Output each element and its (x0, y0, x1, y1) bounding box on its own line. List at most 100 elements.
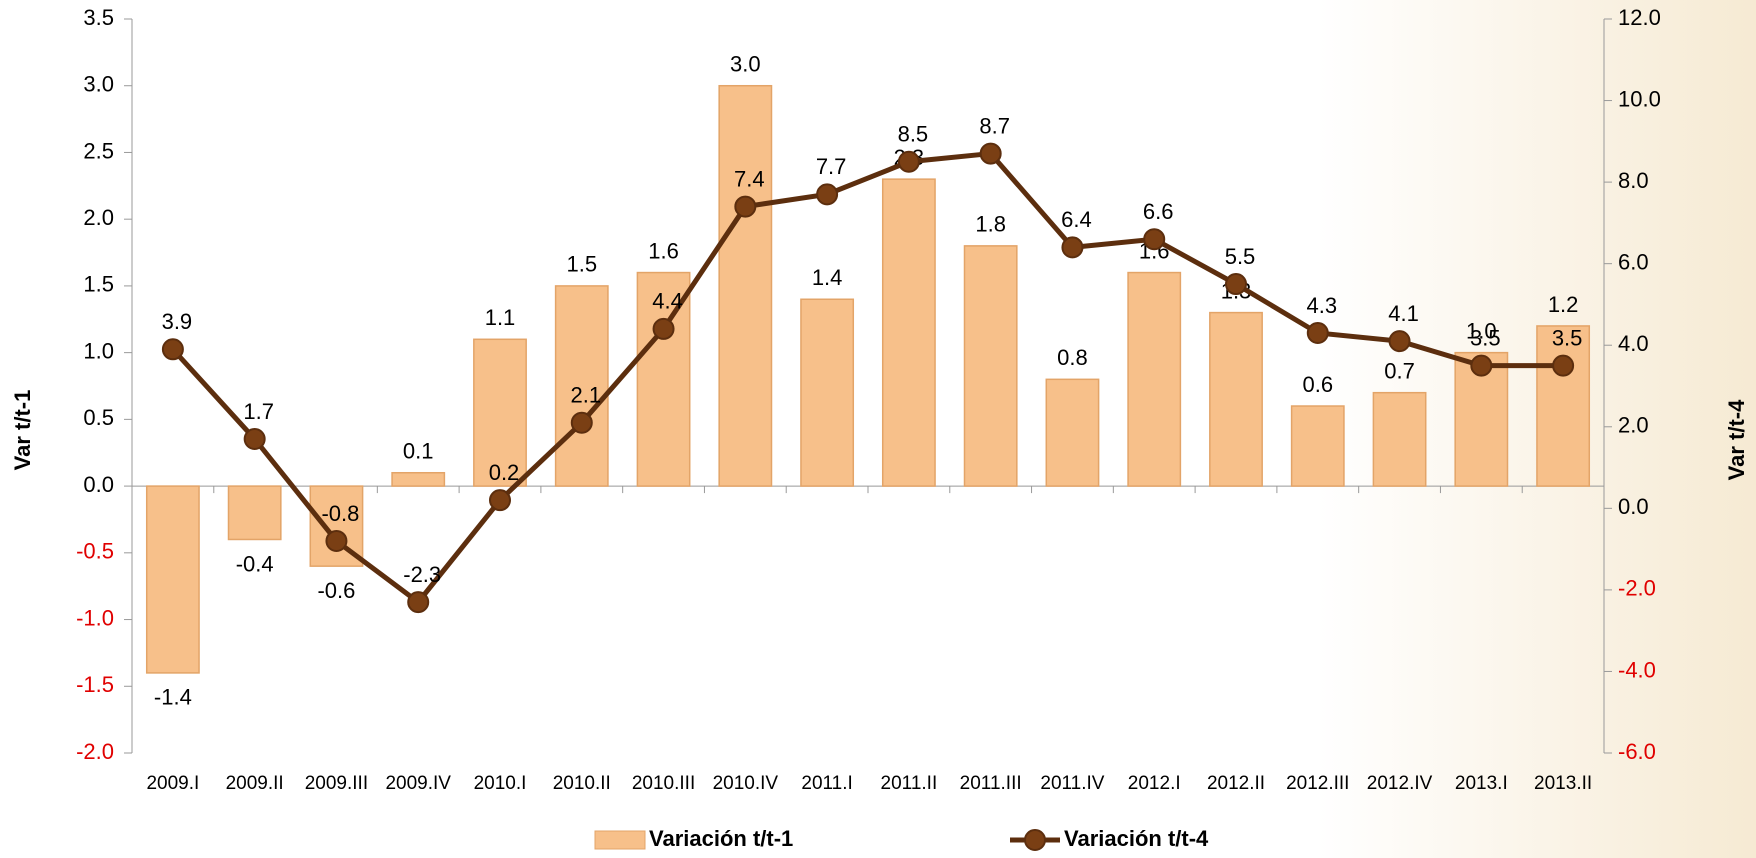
bar-label: -1.4 (154, 685, 192, 710)
y-tick-label: 0.5 (83, 405, 114, 430)
bar-label: 1.5 (566, 252, 597, 277)
line-marker (1061, 236, 1084, 259)
line (171, 150, 1564, 606)
line-marker (1306, 321, 1329, 344)
x-tick-label: 2013.I (1455, 773, 1508, 794)
y-tick-label: 2.0 (83, 205, 114, 230)
x-tick-label: 2009.II (226, 773, 284, 794)
line-marker (1470, 354, 1493, 377)
y2-axis-title: Var t/t-4 (1724, 399, 1749, 480)
x-tick-label: 2013.II (1534, 773, 1592, 794)
bar (718, 84, 773, 487)
line-marker (161, 338, 184, 361)
bar (800, 298, 855, 487)
x-tick-label: 2009.IV (385, 773, 451, 794)
x-tick-label: 2010.I (474, 773, 527, 794)
y2-tick-label: 2.0 (1618, 413, 1649, 438)
bar (1209, 311, 1263, 487)
line-marker (979, 142, 1002, 165)
y2-tick-label: -2.0 (1618, 576, 1656, 601)
line-marker (243, 428, 266, 451)
bar-label: 1.0 (1466, 318, 1497, 343)
bar (145, 485, 200, 674)
line-label: 7.4 (734, 166, 765, 191)
bar (1045, 378, 1100, 487)
x-tick-label: 2011.IV (1040, 773, 1104, 794)
bar-label: 1.8 (975, 212, 1006, 237)
line-label: -0.8 (321, 501, 359, 526)
y-axis-title: Var t/t-1 (10, 390, 35, 471)
y-tick-label: -2.0 (76, 739, 114, 764)
bar-label: -0.6 (317, 578, 355, 603)
x-tick-label: 2009.III (305, 773, 368, 794)
line-marker (652, 317, 675, 340)
line-marker (1225, 273, 1247, 296)
line-label: 0.2 (489, 460, 520, 485)
y-tick-label: -1.5 (76, 672, 114, 697)
line-marker (1552, 354, 1575, 377)
y2-tick-label: 10.0 (1618, 86, 1661, 111)
y2-tick-label: 4.0 (1618, 331, 1649, 356)
line-label: 3.5 (1552, 325, 1583, 350)
line-label: 8.5 (898, 122, 929, 147)
bar (1536, 325, 1591, 487)
x-tick-label: 2011.III (960, 773, 1022, 794)
bar (963, 245, 1018, 487)
y-tick-label: 3.0 (83, 72, 114, 97)
bar-label: 0.8 (1057, 345, 1088, 370)
line-label: 7.7 (816, 154, 847, 179)
legend-marker (1024, 829, 1046, 851)
line-marker (816, 183, 839, 206)
line-marker (897, 150, 920, 173)
bar (881, 178, 936, 487)
line-label: -2.3 (403, 562, 441, 587)
line-label: 6.6 (1143, 199, 1174, 224)
bar (1290, 405, 1345, 487)
bar (1454, 351, 1509, 487)
line-marker (570, 411, 593, 434)
line-marker (489, 489, 511, 512)
bar-label: 0.1 (403, 439, 434, 464)
x-tick-label: 2010.II (553, 773, 611, 794)
bar (391, 471, 446, 487)
bar-label: 0.7 (1384, 358, 1415, 383)
bar-label: 1.4 (812, 265, 843, 290)
y-tick-label: 1.5 (83, 272, 114, 297)
line-label: 3.5 (1470, 325, 1501, 350)
y-tick-label: 2.5 (83, 138, 114, 163)
x-tick-label: 2012.III (1286, 773, 1349, 794)
bar (227, 485, 282, 541)
line-marker (734, 195, 757, 218)
bar-label: 1.6 (648, 238, 679, 263)
x-tick-label: 2011.II (881, 773, 938, 794)
line-marker (325, 529, 348, 552)
y2-tick-label: 6.0 (1618, 249, 1649, 274)
y-tick-label: -0.5 (76, 539, 114, 564)
x-tick-label: 2012.I (1128, 773, 1181, 794)
line-label: 3.9 (162, 309, 193, 334)
bar-label: 1.1 (485, 305, 516, 330)
bar-label: 3.0 (730, 52, 761, 77)
bar (1372, 391, 1427, 487)
line-label: 2.1 (570, 383, 601, 408)
y-tick-label: 3.5 (83, 5, 114, 30)
y2-tick-label: 8.0 (1618, 168, 1649, 193)
bar (636, 271, 691, 487)
y2-tick-label: -4.0 (1618, 657, 1656, 682)
legend-swatch (594, 830, 646, 850)
line-label: 4.1 (1388, 301, 1419, 326)
line-label: 5.5 (1225, 244, 1256, 269)
x-tick-label: 2011.I (801, 773, 852, 794)
line-marker (1388, 330, 1411, 353)
line-label: 6.4 (1061, 207, 1092, 232)
bar (1127, 271, 1182, 487)
line-label: 1.7 (243, 399, 274, 424)
x-tick-label: 2010.III (632, 773, 695, 794)
x-tick-label: 2010.IV (713, 773, 779, 794)
y-tick-label: 0.0 (83, 472, 114, 497)
bar (473, 338, 527, 487)
line-label: 8.7 (979, 113, 1010, 138)
line-marker (407, 591, 430, 614)
y-tick-label: -1.0 (76, 605, 114, 630)
